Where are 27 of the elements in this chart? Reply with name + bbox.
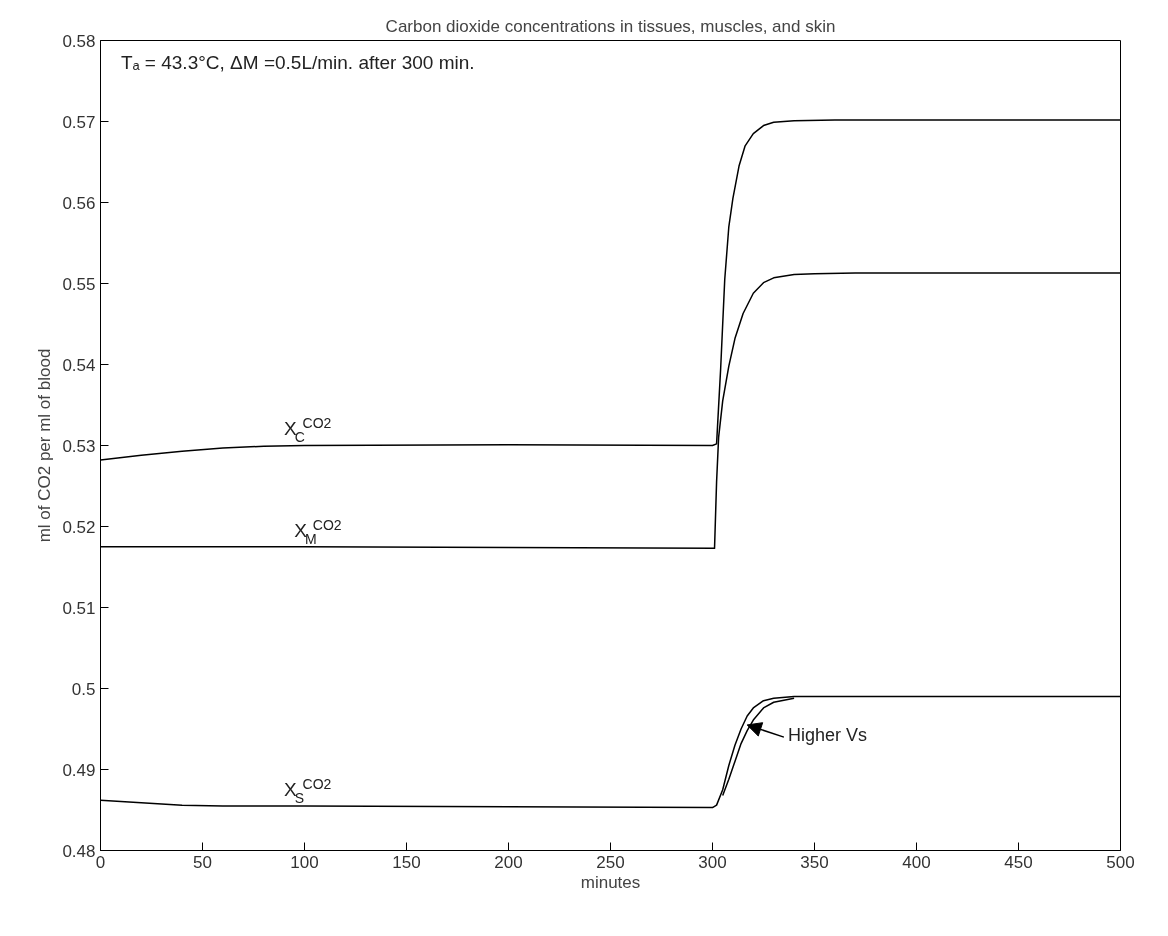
y-tick-label: 0.52: [62, 517, 96, 537]
x-tick-label: 100: [290, 852, 319, 872]
annotation: Higher Vs: [787, 725, 868, 746]
y-tick-label: 0.51: [62, 598, 96, 618]
y-tick-label: 0.54: [62, 355, 96, 375]
x-tick-label: 400: [902, 852, 931, 872]
y-tick-label: 0.48: [62, 841, 96, 861]
annotation: Tₐ = 43.3°C, ΔM =0.5L/min. after 300 min.: [120, 51, 475, 73]
x-tick-label: 0: [95, 852, 106, 872]
chart-title: Carbon dioxide concentrations in tissues, muscles, and skin: [385, 16, 836, 36]
x-tick-label: 50: [193, 852, 212, 872]
y-tick-label: 0.58: [62, 31, 96, 51]
y-axis-title: ml of CO2 per ml of blood: [35, 348, 55, 543]
x-tick-label: 350: [800, 852, 829, 872]
x-tick-label: 250: [596, 852, 625, 872]
x-tick-label: 300: [698, 852, 727, 872]
y-tick-label: 0.5: [71, 679, 96, 699]
y-tick-label: 0.56: [62, 193, 96, 213]
x-tick-label: 450: [1004, 852, 1033, 872]
y-tick-label: 0.49: [62, 760, 96, 780]
y-tick-label: 0.57: [62, 112, 96, 132]
x-tick-label: 500: [1106, 852, 1135, 872]
x-axis-title: minutes: [580, 872, 641, 892]
y-tick-label: 0.53: [62, 436, 96, 456]
x-tick-label: 200: [494, 852, 523, 872]
x-tick-label: 150: [392, 852, 421, 872]
y-tick-label: 0.55: [62, 274, 96, 294]
